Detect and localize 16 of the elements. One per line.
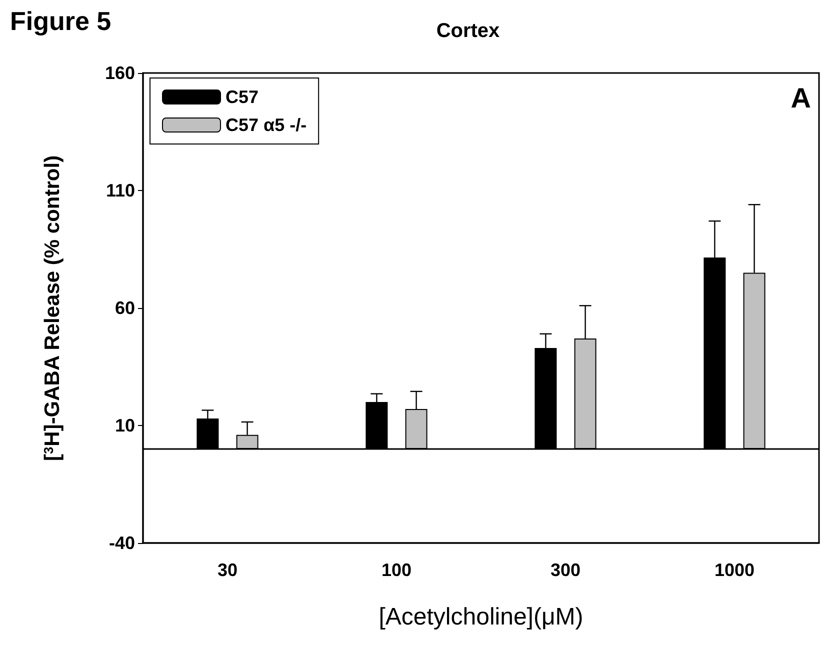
x-tick-label: 100 bbox=[381, 560, 412, 580]
x-axis-title: [Acetylcholine](μM) bbox=[378, 604, 584, 630]
y-tick-label: 60 bbox=[114, 298, 135, 318]
y-tick-label: 110 bbox=[106, 180, 135, 200]
annotation: A bbox=[790, 82, 812, 114]
chart-title: Cortex bbox=[436, 20, 500, 42]
y-axis-title: [3H]-GABA Release (% control) bbox=[41, 155, 64, 461]
x-tick-label: 1000 bbox=[714, 560, 755, 580]
caption: Figure 5 bbox=[10, 6, 112, 36]
y-tick-label: 10 bbox=[114, 416, 135, 436]
legend-label: C57 α5 -/- bbox=[226, 115, 307, 135]
legend-label: C57 bbox=[226, 87, 259, 107]
y-tick-label: -40 bbox=[108, 533, 135, 553]
x-tick-label: 30 bbox=[217, 560, 238, 580]
x-tick-label: 300 bbox=[550, 560, 581, 580]
y-tick-label: 160 bbox=[104, 63, 135, 83]
